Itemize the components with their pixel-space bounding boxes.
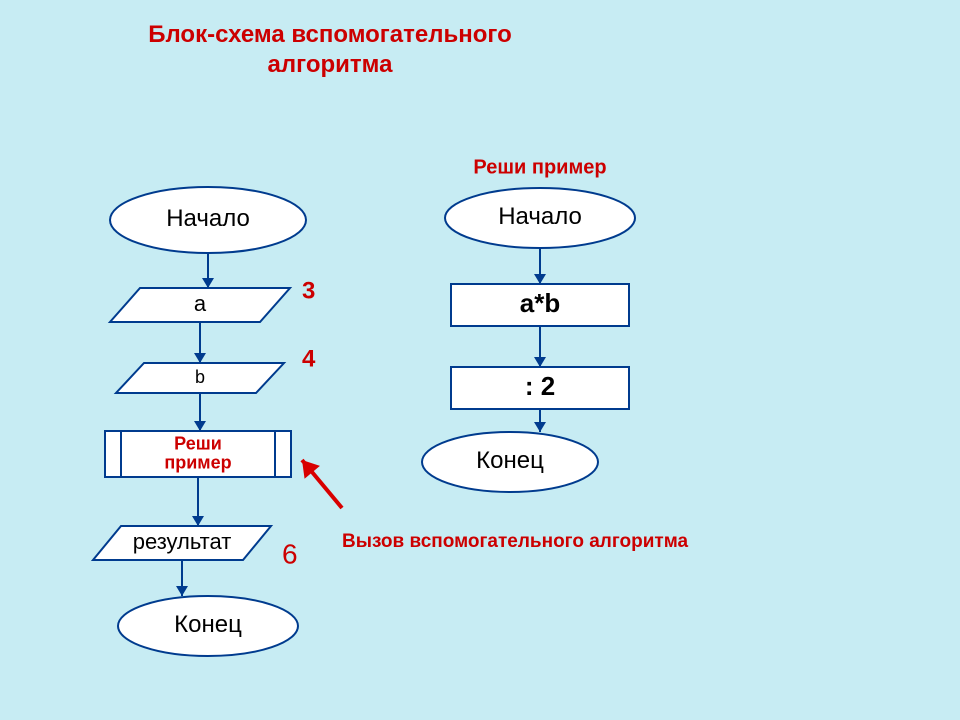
node-label-end2: Конец	[476, 447, 544, 474]
node-label-div: : 2	[525, 371, 555, 401]
annotation-2: 4	[302, 345, 316, 372]
node-label-res: результат	[133, 529, 232, 554]
node-label-call: Решипример	[164, 433, 231, 472]
node-label-a: a	[194, 291, 207, 316]
annotation-1: 3	[302, 277, 315, 304]
node-label-end1: Конец	[174, 611, 242, 638]
node-label-start2: Начало	[498, 203, 582, 230]
annotation-4: Вызов вспомогательного алгоритма	[342, 531, 689, 552]
node-label-b: b	[195, 367, 205, 387]
node-label-mul: a*b	[520, 288, 560, 318]
annotation-3: 6	[282, 538, 298, 569]
flowchart-canvas: Блок-схема вспомогательногоалгоритмаНача…	[0, 0, 960, 720]
annotation-0: Реши пример	[473, 156, 606, 178]
node-label-start1: Начало	[166, 205, 250, 232]
